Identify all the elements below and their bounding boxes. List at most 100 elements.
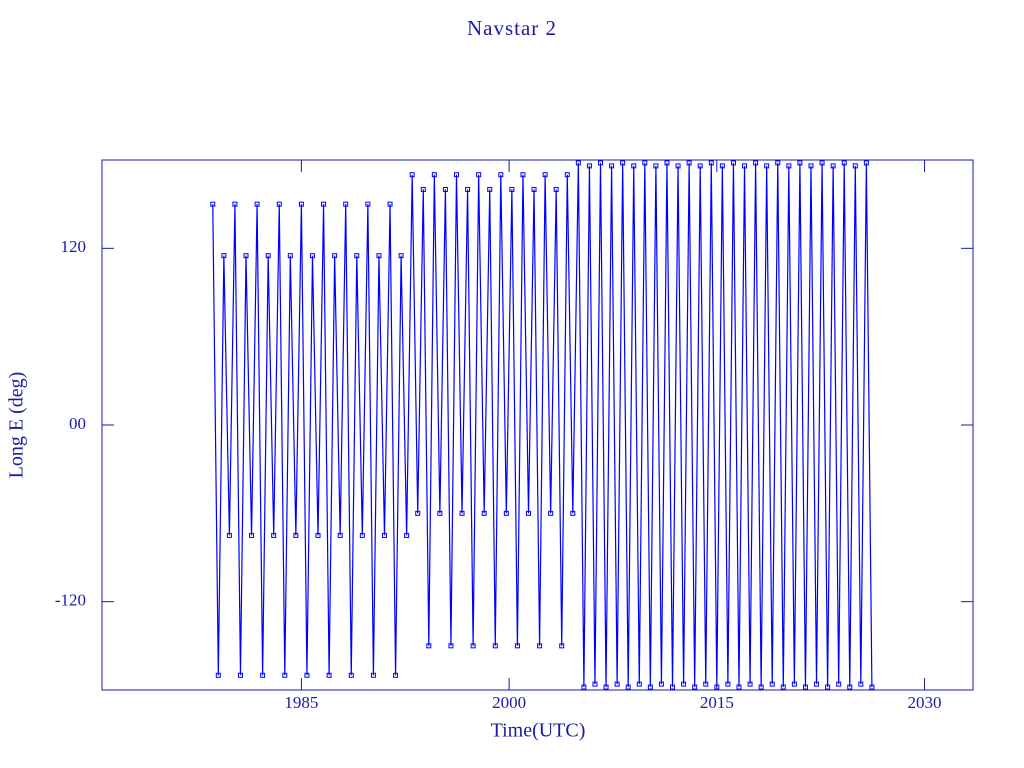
data-point bbox=[703, 681, 709, 687]
data-point bbox=[686, 160, 692, 166]
data-point bbox=[603, 684, 609, 690]
data-point bbox=[260, 672, 266, 678]
data-point bbox=[642, 160, 648, 166]
data-point bbox=[675, 163, 681, 169]
data-point bbox=[841, 160, 847, 166]
data-point bbox=[404, 532, 410, 538]
data-point bbox=[254, 201, 260, 207]
data-point bbox=[221, 253, 227, 259]
data-point bbox=[653, 163, 659, 169]
data-point bbox=[636, 681, 642, 687]
data-point bbox=[232, 201, 238, 207]
data-point bbox=[514, 643, 520, 649]
data-point bbox=[575, 160, 581, 166]
data-point bbox=[614, 681, 620, 687]
data-point bbox=[237, 672, 243, 678]
data-point bbox=[625, 684, 631, 690]
data-point bbox=[564, 172, 570, 178]
data-point bbox=[398, 253, 404, 259]
data-point bbox=[858, 681, 864, 687]
data-point bbox=[376, 253, 382, 259]
data-point bbox=[681, 681, 687, 687]
data-point bbox=[825, 684, 831, 690]
data-point bbox=[847, 684, 853, 690]
data-point bbox=[415, 510, 421, 516]
plot-frame bbox=[101, 159, 974, 691]
y-tick-label: 00 bbox=[69, 414, 86, 433]
chart-title: Navstar 2 bbox=[467, 16, 557, 40]
data-point bbox=[570, 510, 576, 516]
data-point bbox=[332, 253, 338, 259]
data-point bbox=[581, 684, 587, 690]
data-point bbox=[531, 186, 537, 192]
data-point bbox=[343, 201, 349, 207]
data-point bbox=[863, 160, 869, 166]
data-point bbox=[814, 681, 820, 687]
data-point bbox=[647, 684, 653, 690]
data-point bbox=[387, 201, 393, 207]
data-point bbox=[697, 163, 703, 169]
data-point bbox=[730, 160, 736, 166]
x-tick-label: 1985 bbox=[284, 693, 318, 712]
x-tick-label: 2000 bbox=[492, 693, 526, 712]
data-point bbox=[287, 253, 293, 259]
data-point bbox=[298, 201, 304, 207]
data-point bbox=[664, 160, 670, 166]
data-point bbox=[315, 532, 321, 538]
data-point bbox=[758, 684, 764, 690]
data-point bbox=[830, 163, 836, 169]
data-point bbox=[309, 253, 315, 259]
data-point bbox=[753, 160, 759, 166]
data-point bbox=[459, 510, 465, 516]
data-point bbox=[393, 672, 399, 678]
data-point bbox=[559, 643, 565, 649]
data-point bbox=[348, 672, 354, 678]
data-point bbox=[719, 163, 725, 169]
data-point bbox=[293, 532, 299, 538]
data-point bbox=[736, 684, 742, 690]
data-point bbox=[492, 643, 498, 649]
data-point bbox=[276, 201, 282, 207]
data-point bbox=[365, 201, 371, 207]
data-point bbox=[658, 681, 664, 687]
data-point bbox=[326, 672, 332, 678]
x-tick-label: 2015 bbox=[700, 693, 734, 712]
x-axis-title: Time(UTC) bbox=[491, 720, 586, 742]
data-point bbox=[337, 532, 343, 538]
data-point bbox=[431, 172, 437, 178]
data-point bbox=[786, 163, 792, 169]
data-point bbox=[631, 163, 637, 169]
data-point bbox=[476, 172, 482, 178]
x-tick-label: 2030 bbox=[908, 693, 942, 712]
data-point bbox=[470, 643, 476, 649]
data-point bbox=[409, 172, 415, 178]
data-point bbox=[586, 163, 592, 169]
data-point bbox=[442, 186, 448, 192]
data-point bbox=[708, 160, 714, 166]
data-point bbox=[210, 201, 216, 207]
data-point bbox=[304, 672, 310, 678]
data-point bbox=[747, 681, 753, 687]
data-point bbox=[819, 160, 825, 166]
data-point bbox=[509, 186, 515, 192]
data-point bbox=[243, 253, 249, 259]
data-point bbox=[271, 532, 277, 538]
data-point bbox=[321, 201, 327, 207]
data-point bbox=[692, 684, 698, 690]
data-point bbox=[802, 684, 808, 690]
data-point bbox=[791, 681, 797, 687]
data-point bbox=[797, 160, 803, 166]
data-point bbox=[359, 532, 365, 538]
data-point bbox=[426, 643, 432, 649]
data-line bbox=[212, 162, 873, 688]
data-point bbox=[852, 163, 858, 169]
data-point bbox=[226, 532, 232, 538]
data-point bbox=[869, 684, 875, 690]
data-point bbox=[548, 510, 554, 516]
data-point bbox=[381, 532, 387, 538]
data-point bbox=[465, 186, 471, 192]
data-point bbox=[249, 532, 255, 538]
data-point bbox=[487, 186, 493, 192]
data-point bbox=[542, 172, 548, 178]
